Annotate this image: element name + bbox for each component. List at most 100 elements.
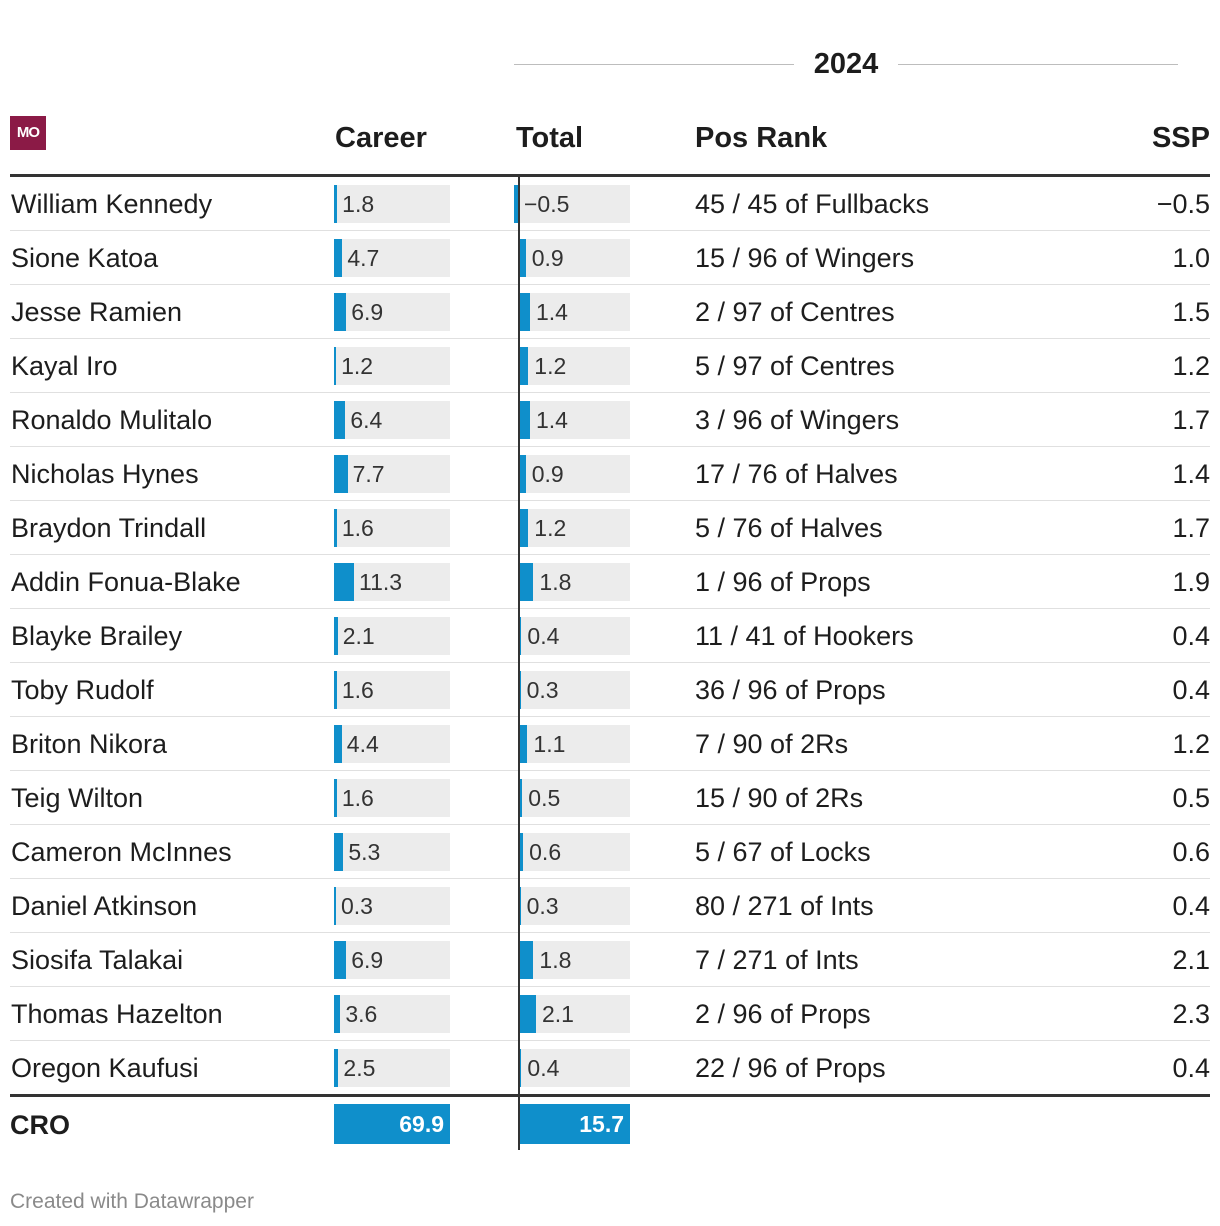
career-bar-track: 2.5 xyxy=(334,1049,450,1087)
career-bar-track: 0.3 xyxy=(334,887,450,925)
career-value: 3.6 xyxy=(345,1001,378,1027)
career-bar-track: 11.3 xyxy=(334,563,450,601)
total-value: 0.4 xyxy=(527,623,560,649)
career-bar-track: 3.6 xyxy=(334,995,450,1033)
total-value: 0.3 xyxy=(526,893,559,919)
pos-rank: 45 / 45 of Fullbacks xyxy=(695,189,930,219)
table-row: Sione Katoa 4.7 0.9 15 / 96 of Wingers 1.0 xyxy=(0,231,1220,285)
player-name: Kayal Iro xyxy=(11,351,118,381)
total-bar-track: −0.5 xyxy=(513,185,630,223)
career-value: 0.3 xyxy=(341,893,373,919)
table-row: William Kennedy 1.8 −0.5 45 / 45 of Fullbac… xyxy=(0,177,1220,231)
career-value: 5.3 xyxy=(348,839,381,865)
total-bar xyxy=(518,941,534,979)
career-bar xyxy=(334,1049,339,1087)
footer-rule xyxy=(10,1094,1210,1097)
table-row: Oregon Kaufusi 2.5 0.4 22 / 96 of Props 0.4 xyxy=(0,1041,1220,1095)
column-header-ssp[interactable]: SSP xyxy=(1151,122,1210,154)
table-row: Addin Fonua-Blake 11.3 1.8 1 / 96 of Props 1… xyxy=(0,555,1220,609)
career-bar-track: 6.4 xyxy=(334,401,450,439)
table-row: Cameron McInnes 5.3 0.6 5 / 67 of Locks 0.6 xyxy=(0,825,1220,879)
career-bar xyxy=(334,887,336,925)
ssp-value: 1.5 xyxy=(1172,297,1210,327)
career-bar-track: 6.9 xyxy=(334,293,450,331)
table-row: Daniel Atkinson 0.3 0.3 80 / 271 of Ints 0.4 xyxy=(0,879,1220,933)
career-value: 11.3 xyxy=(359,569,403,595)
career-value: 6.9 xyxy=(351,947,384,973)
total-bar xyxy=(518,779,523,817)
career-value: 2.5 xyxy=(343,1055,376,1081)
career-bar xyxy=(334,617,338,655)
total-bar xyxy=(518,455,526,493)
career-bar-track: 4.4 xyxy=(334,725,450,763)
career-bar-track: 5.3 xyxy=(334,833,450,871)
ssp-value: 0.4 xyxy=(1172,621,1210,651)
ssp-value: 1.2 xyxy=(1172,729,1210,759)
total-value: 0.5 xyxy=(528,785,561,811)
row-divider xyxy=(10,986,1210,987)
pos-rank: 5 / 76 of Halves xyxy=(695,513,883,543)
ssp-value: 1.7 xyxy=(1172,405,1210,435)
player-name: Thomas Hazelton xyxy=(11,999,223,1029)
pos-rank: 2 / 96 of Props xyxy=(695,999,871,1029)
total-value: 1.1 xyxy=(533,731,566,757)
player-name: Siosifa Talakai xyxy=(11,945,184,975)
pos-rank: 5 / 97 of Centres xyxy=(695,351,895,381)
total-bar-track: 1.4 xyxy=(518,293,630,331)
total-value: 1.4 xyxy=(536,299,568,325)
column-header-career[interactable]: Career xyxy=(335,122,427,154)
footer-career-value: 69.9 xyxy=(399,1111,444,1137)
career-value: 4.7 xyxy=(347,245,380,271)
total-bar-track: 0.4 xyxy=(518,1049,630,1087)
total-bar-track: 1.8 xyxy=(518,563,630,601)
career-bar xyxy=(334,725,342,763)
group-header-label: 2024 xyxy=(813,48,879,80)
table-body: William Kennedy 1.8 −0.5 45 / 45 of Fullbac… xyxy=(0,177,1220,1095)
player-name: Addin Fonua-Blake xyxy=(11,567,241,597)
career-bar-track: 7.7 xyxy=(334,455,450,493)
player-name: Nicholas Hynes xyxy=(11,459,199,489)
career-bar xyxy=(334,185,338,223)
player-name: Blayke Brailey xyxy=(11,621,183,651)
career-bar xyxy=(334,401,346,439)
career-value: 4.4 xyxy=(346,731,379,757)
career-bar xyxy=(334,671,337,709)
group-header-right-rule xyxy=(898,64,1178,65)
total-value: 1.4 xyxy=(536,407,568,433)
career-bar xyxy=(334,347,337,385)
total-value: 2.1 xyxy=(542,1001,574,1027)
pos-rank: 80 / 271 of Ints xyxy=(695,891,874,921)
ssp-value: 0.4 xyxy=(1172,1053,1210,1083)
pos-rank: 3 / 96 of Wingers xyxy=(695,405,900,435)
career-bar xyxy=(334,563,354,601)
credit-text[interactable]: Created with Datawrapper xyxy=(10,1190,254,1213)
row-divider xyxy=(10,554,1210,555)
total-bar-track: 2.1 xyxy=(518,995,630,1033)
pos-rank: 11 / 41 of Hookers xyxy=(695,621,914,651)
total-value: −0.5 xyxy=(524,191,570,217)
column-header-total[interactable]: Total xyxy=(516,122,584,154)
column-header-pos-rank[interactable]: Pos Rank xyxy=(695,122,828,154)
total-value: 0.3 xyxy=(526,677,559,703)
pos-rank: 15 / 96 of Wingers xyxy=(695,243,915,273)
total-value: 1.2 xyxy=(534,353,567,379)
ssp-value: −0.5 xyxy=(1156,189,1210,219)
ssp-value: 1.0 xyxy=(1172,243,1210,273)
row-divider xyxy=(10,230,1210,231)
career-bar xyxy=(334,509,337,547)
total-bar-track: 0.6 xyxy=(518,833,630,871)
career-bar-track: 4.7 xyxy=(334,239,450,277)
total-bar xyxy=(518,725,528,763)
pos-rank: 7 / 271 of Ints xyxy=(695,945,859,975)
total-bar xyxy=(513,185,518,223)
career-bar-track: 1.6 xyxy=(334,671,450,709)
career-bar-track: 2.1 xyxy=(334,617,450,655)
total-bar-track: 0.3 xyxy=(518,887,630,925)
pos-rank: 22 / 96 of Props xyxy=(695,1053,886,1083)
total-bar-track: 1.2 xyxy=(518,347,630,385)
total-value: 1.8 xyxy=(539,947,572,973)
table-row: Ronaldo Mulitalo 6.4 1.4 3 / 96 of Wingers 1… xyxy=(0,393,1220,447)
career-value: 6.9 xyxy=(351,299,384,325)
ssp-value: 0.4 xyxy=(1172,891,1210,921)
career-bar xyxy=(334,833,344,871)
